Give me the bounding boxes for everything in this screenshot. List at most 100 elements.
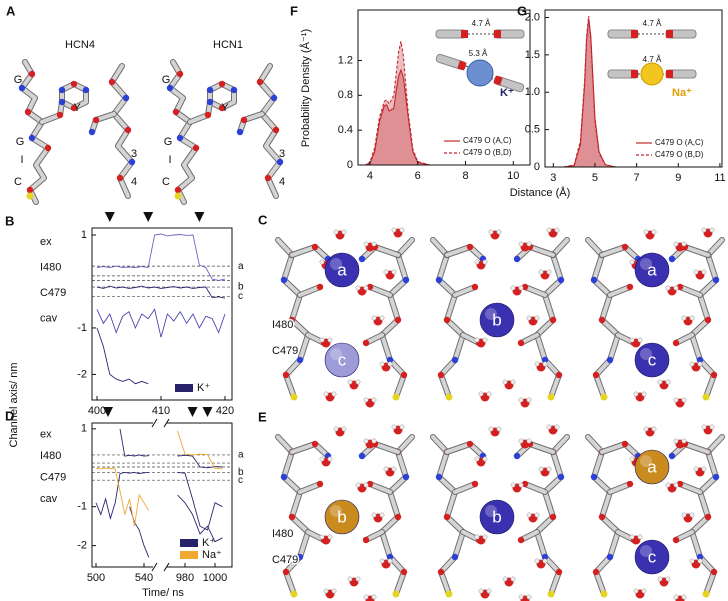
legend-swatch [180,539,198,547]
water-hydrogen [681,438,687,444]
x-tick-label: 5 [592,172,598,184]
water-hydrogen [693,269,699,275]
water-hydrogen [641,391,647,397]
nitrogen-atom [590,473,598,481]
trace-line [177,454,223,469]
panel-label: F [290,3,298,18]
water-hydrogen [474,259,480,265]
x-tick-label: 540 [135,572,153,584]
water-hydrogen [379,315,385,321]
water-hydrogen [379,512,385,518]
ion-sphere [479,302,515,338]
nitrogen-atom [712,276,720,284]
nitrogen-atom [513,255,521,263]
inset-cap [631,70,638,78]
residue-label: I [20,154,23,166]
inset-ion [466,59,494,87]
water-hydrogen [391,424,397,430]
water-hydrogen [355,482,361,488]
residue-label: Y [221,102,229,114]
nitrogen-atom [696,553,704,561]
ion-label: c [338,350,347,369]
sulfur-atom [392,590,400,598]
y-tick-label: -2 [77,368,87,380]
sulfur-atom [547,393,555,401]
site-label: 3 [279,148,285,160]
bond [368,285,392,297]
oxygen-atom [626,480,634,488]
ion-sphere [634,539,670,575]
water-hydrogen [651,229,657,235]
water-hydrogen [379,558,385,564]
legend-label: Na⁺ [202,549,222,561]
x-tick-label: 410 [152,405,170,417]
inset-bar-group [435,53,467,71]
oxygen-atom [710,568,718,576]
bond [453,285,477,297]
water-hydrogen [534,361,540,367]
water-hydrogen [331,391,337,397]
ion-highlight [330,505,342,517]
water-hydrogen [643,426,649,432]
nitrogen-atom [541,356,549,364]
legend-label: K⁺ [197,382,210,394]
y-tick-label: 0.5 [525,124,540,136]
nitrogen-atom [296,553,304,561]
nitrogen-atom [18,84,26,92]
water-hydrogen [319,534,325,540]
water-hydrogen [391,227,397,233]
water-hydrogen [701,269,707,275]
oxygen-atom [92,116,100,124]
oxygen-atom [443,316,451,324]
nitrogen-atom [668,255,676,263]
y-tick-label: 0 [534,161,540,173]
nitrogen-atom [557,473,565,481]
inset-cap [461,30,468,38]
trace-line [96,308,226,338]
ion-sphere [324,252,360,288]
ion-highlight [640,455,652,467]
region-label: ex [40,429,52,441]
water-hydrogen [510,482,516,488]
water-hydrogen [482,456,488,462]
sulfur-atom [290,590,298,598]
water-hydrogen [637,534,643,540]
region-label: I480 [40,261,61,273]
oxygen-atom [621,243,629,251]
inset-bar-group [493,75,525,93]
oxygen-atom [124,126,132,134]
oxygen-atom [704,316,712,324]
oxygen-atom [676,283,684,291]
ion-sphere [479,499,515,535]
water-hydrogen [546,269,552,275]
water-hydrogen [651,426,657,432]
panel-label: A [6,3,16,18]
oxygen-atom [676,480,684,488]
ion-highlight [330,348,342,360]
legend-label: C479 O (A,C) [655,138,704,147]
water-hydrogen [371,241,377,247]
water-hydrogen [542,558,548,564]
sulfur-atom [600,393,608,401]
water-hydrogen [643,229,649,235]
side-label: C479 [272,345,298,357]
ion-sphere [324,499,360,535]
water-hydrogen [391,466,397,472]
bond [298,285,322,297]
nitrogen-atom [88,128,96,136]
water-hydrogen [379,361,385,367]
axis-break [163,418,170,428]
oxygen-atom [204,111,212,119]
water-hydrogen [333,229,339,235]
nitrogen-atom [206,98,214,106]
panel-label: B [5,213,14,228]
water-hydrogen [363,397,369,403]
water-hydrogen [319,456,325,462]
inset-label: 4.7 Å [643,19,662,28]
water-hydrogen [641,588,647,594]
water-hydrogen [673,397,679,403]
oxygen-atom [176,70,184,78]
residue-label: G [164,136,173,148]
water-hydrogen [355,576,361,582]
axis-break [151,418,158,428]
